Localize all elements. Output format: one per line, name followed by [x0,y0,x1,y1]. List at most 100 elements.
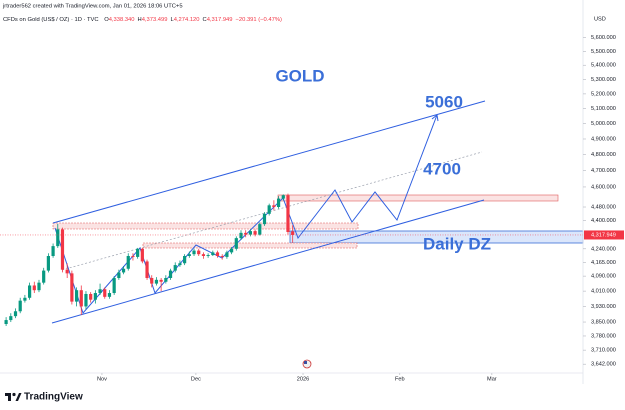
candle-body [13,311,18,317]
candle-body [70,273,74,302]
ohlc-key: C [203,17,207,23]
drawings [51,100,584,324]
candle-body [23,297,27,301]
y-tick-label: 5,500.000 [591,49,616,55]
candle-body [107,293,112,297]
candle-body [140,248,144,262]
candle-body [93,293,97,300]
y-tick-label: 3,850.000 [591,320,616,326]
candle-body [248,231,252,235]
last-price-label: 4,317.949 [591,232,616,238]
arrow-head [431,114,439,122]
candle-body [230,248,234,253]
candle-body [244,232,248,235]
candle-body [234,238,238,249]
x-tick-label: 2026 [297,376,309,382]
candle-body [220,255,224,257]
channel-mid [61,151,483,271]
candle-body [154,279,159,284]
candle-body [173,265,177,271]
candle-body [225,252,229,257]
candle-body [74,290,79,302]
ohlc-key: L [170,17,174,23]
supply-zone [142,242,358,249]
projection-path [54,114,438,314]
y-tick-label: 4,090.000 [591,274,616,280]
channel-bottom [51,199,485,324]
candle-body [215,252,220,256]
candle-body [201,254,206,256]
change: −20.391 (−0.47%) [236,17,282,23]
ohlc-value: 4,338.340 [109,17,135,23]
candle-body [46,255,50,271]
candle-body [168,270,173,278]
y-tick-label: 4,800.000 [591,152,616,158]
last-price-box [584,230,624,240]
ohlc-value: 4,373.499 [142,17,168,23]
y-tick-label: 4,700.000 [591,168,616,174]
symbol: CFDs on Gold (US$ / OZ) · 1D · TVC [3,17,99,23]
candle-body [197,250,201,255]
candles [4,193,295,326]
symbol-line: CFDs on Gold (US$ / OZ) · 1D · TVC O4,33… [3,17,282,23]
candle-body [183,255,187,264]
y-tick-label: 4,600.000 [591,184,616,190]
y-tick-label: 3,710.000 [591,348,616,354]
candle-body [267,205,271,214]
candle-body [192,250,196,255]
y-tick-label: 4,400.000 [591,218,616,224]
brand: TradingView [24,392,83,403]
candle-body [112,277,116,294]
supply-zone [277,194,559,202]
candle-body [126,255,130,269]
y-tick-label: 3,780.000 [591,333,616,339]
candle-body [211,252,215,256]
y-tick-label: 5,600.000 [591,35,616,41]
candle-body [276,198,281,208]
candle-body [56,229,60,247]
candle-body [117,272,121,278]
candle-body [131,255,135,257]
candle-body [9,316,13,321]
channel-top [52,100,486,224]
x-tick-label: Dec [191,376,201,382]
currency: USD [594,16,606,22]
candle-body [51,246,55,256]
candle-body [60,229,65,270]
candle-body [27,285,32,298]
y-tick-label: 5,300.000 [591,77,616,83]
y-tick-label: 4,165.000 [591,260,616,266]
ohlc-key: O [104,17,109,23]
candle-body [65,269,69,274]
flag-icon [302,359,312,369]
y-tick-label: 3,642.000 [591,362,616,368]
candle-body [178,263,182,266]
tradingview-logo [5,392,22,401]
candle-body [286,195,290,232]
candle-body [239,232,243,239]
y-tick-label: 5,000.000 [591,121,616,127]
x-tick-label: Nov [97,376,107,382]
ohlc-value: 4,317.949 [207,17,233,23]
x-tick-label: Mar [487,376,497,382]
candle-body [145,261,149,278]
y-tick-label: 5,400.000 [591,63,616,69]
candle-body [37,282,41,291]
y-tick-label: 5,200.000 [591,91,616,97]
candle-body [281,195,285,199]
y-tick-label: 5,100.000 [591,106,616,112]
annotation: 4700 [423,159,461,178]
candle-body [98,289,102,294]
candle-body [262,213,267,225]
candle-body [253,231,257,235]
candle-body [18,300,22,312]
candle-body [159,279,163,282]
candle-body [4,320,8,325]
y-tick-label: 4,480.000 [591,204,616,210]
candle-body [150,277,154,284]
candle-body [206,255,210,256]
candle-body [32,285,36,291]
ohlc-value: 4,274.120 [174,17,200,23]
candle-body [121,268,126,273]
